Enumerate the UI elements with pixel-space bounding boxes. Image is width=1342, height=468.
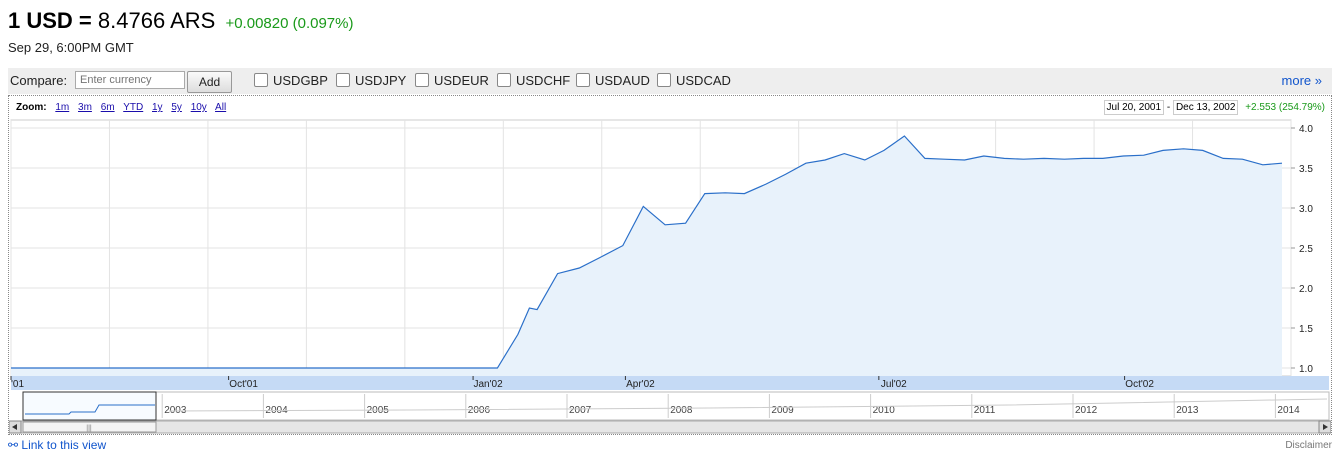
x-axis-labels: '01 Oct'01 Jan'02 Apr'02 Jul'02 Oct'02 (10, 376, 1154, 390)
checkbox-icon[interactable] (254, 73, 268, 87)
compare-checkbox-usdeur[interactable]: USDEUR (415, 73, 489, 88)
add-button[interactable]: Add (187, 71, 232, 93)
navigator-window-line (25, 404, 155, 415)
range-start-date[interactable]: Jul 20, 2001 (1103, 100, 1165, 115)
more-link[interactable]: more » (1281, 73, 1322, 88)
y-tick-label: 3.0 (1299, 204, 1313, 215)
navigator-year-label: 2009 (771, 405, 794, 416)
checkbox-icon[interactable] (576, 73, 590, 87)
navigator-year-label: 2012 (1075, 405, 1098, 416)
arrow-right-icon (1323, 424, 1328, 430)
navigator[interactable]: 2002200320042005200620072008200920102011… (9, 391, 1331, 434)
price-area (11, 136, 1282, 376)
x-tick-label: Oct'01 (229, 379, 258, 390)
navigator-year-label: 2006 (468, 405, 491, 416)
navigator-sparkline (168, 398, 1328, 412)
disclaimer-link[interactable]: Disclaimer (1285, 440, 1332, 451)
range-end-date[interactable]: Dec 13, 2002 (1172, 100, 1239, 115)
compare-checkbox-usdgbp[interactable]: USDGBP (254, 73, 328, 88)
zoom-5y[interactable]: 5y (171, 102, 182, 113)
range-change: +2.553 (254.79%) (1245, 102, 1325, 113)
y-tick-label: 4.0 (1299, 124, 1313, 135)
zoom-3m[interactable]: 3m (78, 102, 92, 113)
quote-pair: 1 USD = (8, 8, 92, 33)
grip-icon: ||| (86, 425, 92, 432)
navigator-year-label: 2007 (569, 405, 592, 416)
quote-headline: 1 USD = 8.4766 ARS +0.00820 (0.097%) (8, 8, 353, 34)
zoom-ytd[interactable]: YTD (123, 102, 144, 113)
y-tick-label: 3.5 (1299, 164, 1313, 175)
link-icon: ⚯ (8, 438, 19, 452)
compare-checkbox-label: USDEUR (434, 73, 489, 88)
zoom-all[interactable]: All (215, 102, 227, 113)
zoom-1y[interactable]: 1y (152, 102, 163, 113)
compare-checkbox-label: USDAUD (595, 73, 650, 88)
x-tick-label: Jul'02 (881, 379, 907, 390)
compare-checkbox-usdcad[interactable]: USDCAD (657, 73, 731, 88)
x-tick-label: Jan'02 (474, 379, 504, 390)
quote-timestamp: Sep 29, 6:00PM GMT (8, 40, 134, 55)
link-to-view-label: Link to this view (21, 438, 107, 452)
compare-bar: Compare: Add USDGBP USDJPY USDEUR USDCHF… (8, 68, 1332, 94)
x-tick-label: '01 (11, 379, 24, 390)
compare-checkbox-label: USDJPY (355, 73, 407, 88)
compare-label: Compare: (10, 73, 68, 88)
zoom-label: Zoom: (16, 102, 47, 113)
y-tick-label: 2.5 (1299, 244, 1313, 255)
quote-change: +0.00820 (0.097%) (225, 15, 354, 32)
compare-checkbox-usdaud[interactable]: USDAUD (576, 73, 650, 88)
zoom-bar: Zoom: 1m 3m 6m YTD 1y 5y 10y All (16, 102, 232, 113)
checkbox-icon[interactable] (415, 73, 429, 87)
y-tick-label: 1.0 (1299, 364, 1313, 375)
compare-checkbox-usdchf[interactable]: USDCHF (497, 73, 570, 88)
quote-value: 8.4766 ARS (97, 8, 216, 33)
price-chart[interactable]: 1.0 1.5 2.0 2.5 3.0 3.5 4.0 '01 Oct'01 Jan'02 Apr… (9, 96, 1331, 434)
link-to-view[interactable]: ⚯ Link to this view (8, 438, 106, 452)
range-separator: - (1166, 102, 1171, 113)
navigator-year-label: 2011 (974, 405, 996, 416)
chart-container: Zoom: 1m 3m 6m YTD 1y 5y 10y All Jul 20,… (8, 95, 1332, 435)
currency-input[interactable] (75, 71, 185, 89)
x-tick-label: Apr'02 (626, 379, 655, 390)
zoom-6m[interactable]: 6m (100, 102, 115, 113)
navigator-year-label: 2013 (1176, 405, 1199, 416)
navigator-window[interactable] (22, 391, 157, 421)
compare-checkbox-label: USDCAD (676, 73, 731, 88)
zoom-1m[interactable]: 1m (55, 102, 70, 113)
compare-checkbox-label: USDCHF (516, 73, 571, 88)
x-axis-band (11, 376, 1329, 390)
navigator-scroll-thumb[interactable] (22, 421, 157, 433)
checkbox-icon[interactable] (657, 73, 671, 87)
compare-checkbox-label: USDGBP (273, 73, 328, 88)
checkbox-icon[interactable] (497, 73, 511, 87)
navigator-year-label: 2010 (873, 405, 896, 416)
date-range: Jul 20, 2001 - Dec 13, 2002 +2.553 (254.… (1103, 100, 1325, 115)
x-tick-label: Oct'02 (1125, 379, 1154, 390)
y-tick-label: 2.0 (1299, 284, 1313, 295)
navigator-year-label: 2014 (1277, 405, 1300, 416)
zoom-10y[interactable]: 10y (190, 102, 207, 113)
navigator-scrollbar[interactable] (9, 420, 1331, 434)
navigator-year-label: 2008 (670, 405, 693, 416)
y-tick-label: 1.5 (1299, 324, 1313, 335)
y-axis-ticks: 1.0 1.5 2.0 2.5 3.0 3.5 4.0 (1291, 124, 1313, 375)
checkbox-icon[interactable] (336, 73, 350, 87)
price-line (11, 135, 1283, 369)
arrow-left-icon (12, 424, 17, 430)
compare-checkbox-usdjpy[interactable]: USDJPY (336, 73, 406, 88)
